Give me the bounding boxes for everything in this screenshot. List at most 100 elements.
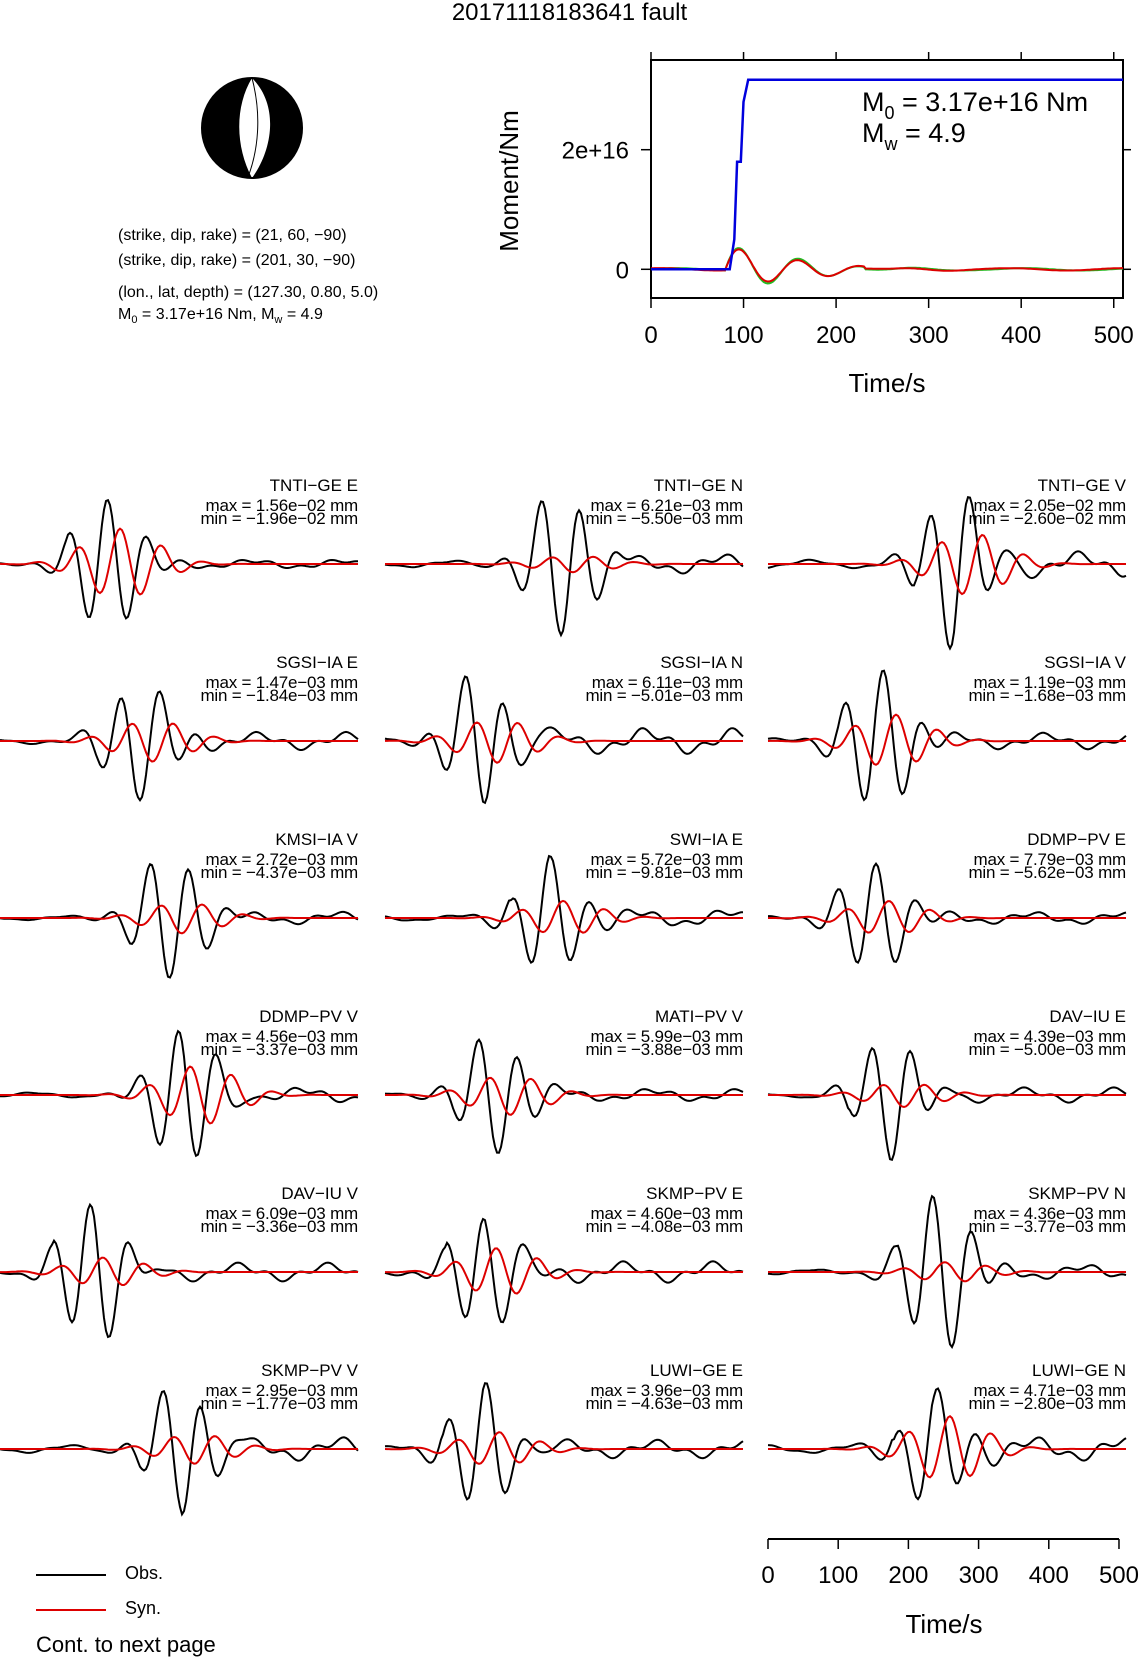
beachball-compressional-sector	[202, 78, 252, 178]
waveform-plot	[767, 1194, 1127, 1349]
synthetic-trace	[767, 713, 1126, 766]
waveform-max-label: max = 3.96e−03 mm	[590, 1381, 743, 1400]
moment-series-line	[651, 78, 1123, 271]
time-tick-label: 300	[959, 1562, 999, 1589]
waveform-max-label: max = 4.39e−03 mm	[973, 1027, 1126, 1046]
waveform-min-label: min = −5.50e−03 mm	[585, 509, 743, 528]
magnitude-annotation: Mw = 4.9	[862, 118, 966, 154]
waveform-max-label: max = 4.36e−03 mm	[973, 1204, 1126, 1223]
waveform-min-label: min = −9.81e−03 mm	[585, 863, 743, 882]
waveform-min-label: min = −5.62e−03 mm	[968, 863, 1126, 882]
waveform-plot	[767, 1046, 1127, 1162]
waveform-station-label: DAV−IU V	[281, 1184, 358, 1203]
waveform-station-label: SGSI−IA V	[1044, 653, 1126, 672]
waveform-plot	[0, 690, 359, 803]
waveform-max-label: max = 1.47e−03 mm	[205, 673, 358, 692]
nodal-plane-2: (strike, dip, rake) = (201, 30, −90)	[118, 252, 356, 269]
legend-swatch-syn	[36, 1609, 106, 1611]
stf-syn-line	[651, 248, 1123, 283]
waveform-station-label: DAV−IU E	[1049, 1007, 1126, 1026]
synthetic-trace	[768, 1261, 1126, 1283]
waveform-min-label: min = −5.01e−03 mm	[585, 686, 743, 705]
time-axis-label: Time/s	[905, 1609, 982, 1639]
waveform-max-label: max = 5.72e−03 mm	[590, 850, 743, 869]
moment-plot-frame	[650, 59, 1124, 299]
mw-sub: w	[274, 314, 283, 327]
observed-trace	[768, 861, 1127, 965]
source-moment: M0 = 3.17e+16 Nm, Mw = 4.9	[118, 305, 323, 330]
waveform-min-label: min = −4.08e−03 mm	[585, 1217, 743, 1236]
moment-sub: 0	[131, 314, 138, 327]
synthetic-trace	[0, 1435, 358, 1465]
time-tick-label: 200	[888, 1562, 928, 1589]
waveform-min-label: min = −5.00e−03 mm	[968, 1040, 1126, 1059]
synthetic-trace	[384, 1431, 743, 1465]
waveform-max-label: max = 6.11e−03 mm	[591, 673, 743, 692]
waveform-max-label: max = 1.56e−02 mm	[205, 496, 358, 515]
synthetic-trace	[0, 722, 358, 763]
waveform-min-label: min = −2.80e−03 mm	[968, 1394, 1126, 1413]
x-tick-label: 400	[1001, 322, 1041, 349]
waveform-station-label: LUWI−GE N	[1032, 1361, 1126, 1380]
waveform-plot	[0, 1202, 359, 1339]
synthetic-trace	[0, 903, 358, 935]
waveform-min-label: min = −4.63e−03 mm	[585, 1394, 743, 1413]
source-location: (lon., lat, depth) = (127.30, 0.80, 5.0)	[118, 284, 379, 301]
observed-trace	[767, 1046, 1127, 1162]
observed-trace	[0, 498, 358, 620]
synthetic-trace	[0, 1065, 358, 1125]
waveform-station-label: DDMP−PV V	[259, 1007, 358, 1026]
waveform-min-label: min = −1.68e−03 mm	[968, 686, 1126, 705]
waveform-plot	[384, 854, 743, 965]
stf-obs-line	[650, 247, 1124, 285]
synthetic-trace	[385, 721, 743, 764]
waveform-plot	[767, 496, 1127, 651]
x-tick-label: 0	[644, 322, 657, 349]
waveform-plot	[384, 1382, 744, 1501]
waveform-plot	[0, 1029, 359, 1158]
waveform-min-label: min = −1.84e−03 mm	[200, 686, 358, 705]
waveform-max-label: max = 2.95e−03 mm	[205, 1381, 358, 1400]
moment-value: = 3.17e+16 Nm, M	[137, 306, 275, 323]
synthetic-trace	[385, 555, 743, 574]
synthetic-trace	[0, 1256, 358, 1286]
waveform-station-label: SGSI−IA E	[276, 653, 358, 672]
waveform-station-label: TNTI−GE E	[269, 476, 358, 495]
waveform-station-label: SKMP−PV E	[646, 1184, 743, 1203]
waveform-max-label: max = 6.21e−03 mm	[590, 496, 743, 515]
waveform-plot	[384, 500, 744, 638]
waveform-station-label: SKMP−PV N	[1028, 1184, 1126, 1203]
legend-label-syn: Syn.	[125, 1598, 162, 1618]
waveform-max-label: max = 4.56e−03 mm	[205, 1027, 358, 1046]
waveform-plot	[0, 498, 358, 620]
waveform-station-label: MATI−PV V	[654, 1007, 743, 1026]
waveform-max-label: max = 7.79e−03 mm	[973, 850, 1126, 869]
mw-value: = 4.9	[282, 306, 323, 323]
waveform-min-label: min = −4.37e−03 mm	[200, 863, 358, 882]
observed-trace	[384, 854, 743, 965]
nodal-plane-1: (strike, dip, rake) = (21, 60, −90)	[118, 227, 347, 244]
x-tick-label: 200	[816, 322, 856, 349]
observed-trace	[384, 500, 744, 638]
waveform-max-label: max = 4.60e−03 mm	[590, 1204, 743, 1223]
waveform-station-label: TNTI−GE V	[1037, 476, 1126, 495]
x-tick-label: 300	[909, 322, 949, 349]
waveform-max-label: max = 5.99e−03 mm	[590, 1027, 743, 1046]
time-tick-label: 0	[761, 1562, 774, 1589]
page-title: 20171118183641 fault	[451, 0, 688, 26]
continuation-note: Cont. to next page	[36, 1632, 216, 1657]
